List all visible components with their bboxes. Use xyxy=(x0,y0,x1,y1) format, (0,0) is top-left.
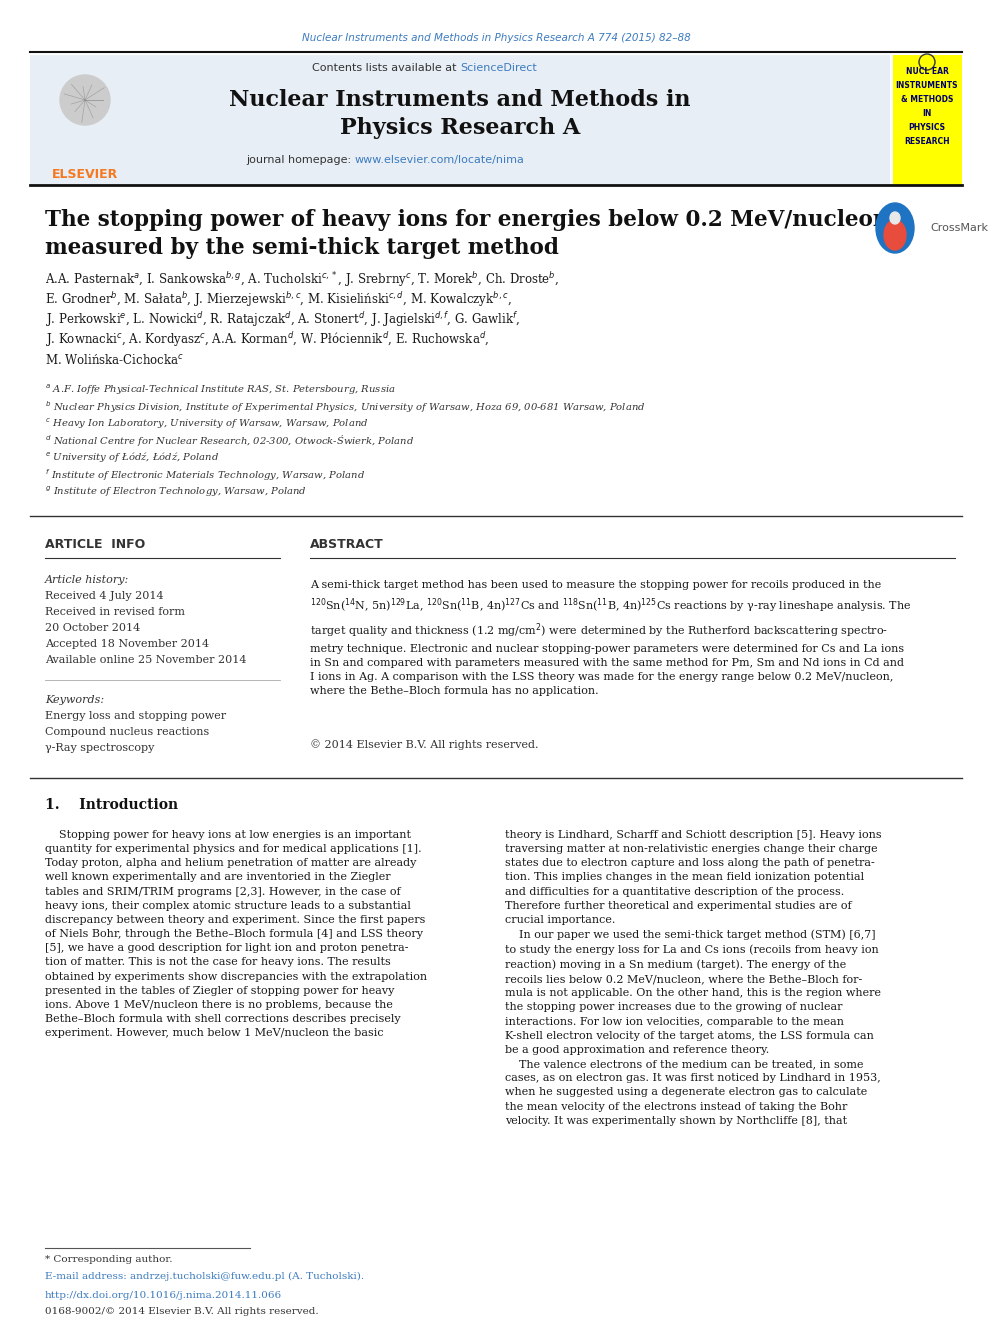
Text: PHYSICS: PHYSICS xyxy=(909,123,945,132)
FancyBboxPatch shape xyxy=(30,56,150,185)
Text: 1.    Introduction: 1. Introduction xyxy=(45,798,179,812)
Text: Physics Research A: Physics Research A xyxy=(340,116,580,139)
Text: journal homepage:: journal homepage: xyxy=(246,155,355,165)
Text: ARTICLE  INFO: ARTICLE INFO xyxy=(45,538,145,552)
Text: $^d$ National Centre for Nuclear Research, 02-300, Otwock-Świerk, Poland: $^d$ National Centre for Nuclear Researc… xyxy=(45,433,415,448)
Text: E. Grodner$^b$, M. Sałata$^b$, J. Mierzejewski$^{b,c}$, M. Kisieliński$^{c,d}$, : E. Grodner$^b$, M. Sałata$^b$, J. Mierze… xyxy=(45,291,512,310)
Ellipse shape xyxy=(876,202,914,253)
Text: Contents lists available at: Contents lists available at xyxy=(312,64,460,73)
Text: www.elsevier.com/locate/nima: www.elsevier.com/locate/nima xyxy=(355,155,525,165)
Text: A semi-thick target method has been used to measure the stopping power for recoi: A semi-thick target method has been used… xyxy=(310,579,912,696)
Text: J. Kownacki$^c$, A. Kordyasz$^c$, A.A. Korman$^d$, W. Płóciennik$^d$, E. Ruchows: J. Kownacki$^c$, A. Kordyasz$^c$, A.A. K… xyxy=(45,331,489,349)
Text: INSTRUMENTS: INSTRUMENTS xyxy=(896,82,958,90)
Text: $^b$ Nuclear Physics Division, Institute of Experimental Physics, University of : $^b$ Nuclear Physics Division, Institute… xyxy=(45,400,646,415)
Text: RESEARCH: RESEARCH xyxy=(904,138,949,147)
Text: Received in revised form: Received in revised form xyxy=(45,607,185,617)
Text: E-mail address: andrzej.tucholski@fuw.edu.pl (A. Tucholski).: E-mail address: andrzej.tucholski@fuw.ed… xyxy=(45,1271,364,1281)
Text: Nuclear Instruments and Methods in: Nuclear Instruments and Methods in xyxy=(229,89,690,111)
Text: $^a$ A.F. Ioffe Physical-Technical Institute RAS, St. Petersbourg, Russia: $^a$ A.F. Ioffe Physical-Technical Insti… xyxy=(45,382,396,397)
Text: IN: IN xyxy=(923,110,931,119)
Text: NUCL EAR: NUCL EAR xyxy=(906,67,948,77)
Text: Available online 25 November 2014: Available online 25 November 2014 xyxy=(45,655,246,665)
Text: ScienceDirect: ScienceDirect xyxy=(460,64,537,73)
Ellipse shape xyxy=(884,220,906,250)
Text: $^g$ Institute of Electron Technology, Warsaw, Poland: $^g$ Institute of Electron Technology, W… xyxy=(45,484,307,499)
Text: Compound nucleus reactions: Compound nucleus reactions xyxy=(45,728,209,737)
Text: measured by the semi-thick target method: measured by the semi-thick target method xyxy=(45,237,558,259)
Text: The stopping power of heavy ions for energies below 0.2 MeV/nucleon: The stopping power of heavy ions for ene… xyxy=(45,209,889,232)
Text: ABSTRACT: ABSTRACT xyxy=(310,538,384,552)
Text: $^e$ University of Łódź, Łódź, Poland: $^e$ University of Łódź, Łódź, Poland xyxy=(45,451,219,466)
FancyBboxPatch shape xyxy=(30,56,890,185)
Text: M. Wolińska-Cichocka$^c$: M. Wolińska-Cichocka$^c$ xyxy=(45,353,185,366)
Text: A.A. Pasternak$^a$, I. Sankowska$^{b,g}$, A. Tucholski$^{c,*}$, J. Srebrny$^c$, : A.A. Pasternak$^a$, I. Sankowska$^{b,g}$… xyxy=(45,270,559,290)
Text: & METHODS: & METHODS xyxy=(901,95,953,105)
Text: $^f$ Institute of Electronic Materials Technology, Warsaw, Poland: $^f$ Institute of Electronic Materials T… xyxy=(45,467,365,483)
Text: ELSEVIER: ELSEVIER xyxy=(52,168,118,181)
Text: theory is Lindhard, Scharff and Schiott description [5]. Heavy ions
traversing m: theory is Lindhard, Scharff and Schiott … xyxy=(505,830,882,1126)
Text: CrossMark: CrossMark xyxy=(930,224,988,233)
Text: Energy loss and stopping power: Energy loss and stopping power xyxy=(45,710,226,721)
Text: γ-Ray spectroscopy: γ-Ray spectroscopy xyxy=(45,744,155,753)
Text: Received 4 July 2014: Received 4 July 2014 xyxy=(45,591,164,601)
Text: © 2014 Elsevier B.V. All rights reserved.: © 2014 Elsevier B.V. All rights reserved… xyxy=(310,740,539,750)
Text: 0168-9002/© 2014 Elsevier B.V. All rights reserved.: 0168-9002/© 2014 Elsevier B.V. All right… xyxy=(45,1307,318,1316)
FancyBboxPatch shape xyxy=(893,56,962,185)
Text: http://dx.doi.org/10.1016/j.nima.2014.11.066: http://dx.doi.org/10.1016/j.nima.2014.11… xyxy=(45,1290,282,1299)
Text: 20 October 2014: 20 October 2014 xyxy=(45,623,140,632)
Text: $^c$ Heavy Ion Laboratory, University of Warsaw, Warsaw, Poland: $^c$ Heavy Ion Laboratory, University of… xyxy=(45,417,369,431)
Text: Article history:: Article history: xyxy=(45,576,129,585)
Text: * Corresponding author.: * Corresponding author. xyxy=(45,1256,173,1265)
Ellipse shape xyxy=(890,212,900,224)
Text: J. Perkowski$^e$, L. Nowicki$^d$, R. Ratajczak$^d$, A. Stonert$^d$, J. Jagielski: J. Perkowski$^e$, L. Nowicki$^d$, R. Rat… xyxy=(45,311,521,329)
Circle shape xyxy=(60,75,110,124)
Text: Accepted 18 November 2014: Accepted 18 November 2014 xyxy=(45,639,209,650)
Text: Keywords:: Keywords: xyxy=(45,695,104,705)
Text: Stopping power for heavy ions at low energies is an important
quantity for exper: Stopping power for heavy ions at low ene… xyxy=(45,830,428,1039)
Text: Nuclear Instruments and Methods in Physics Research A 774 (2015) 82–88: Nuclear Instruments and Methods in Physi… xyxy=(302,33,690,44)
